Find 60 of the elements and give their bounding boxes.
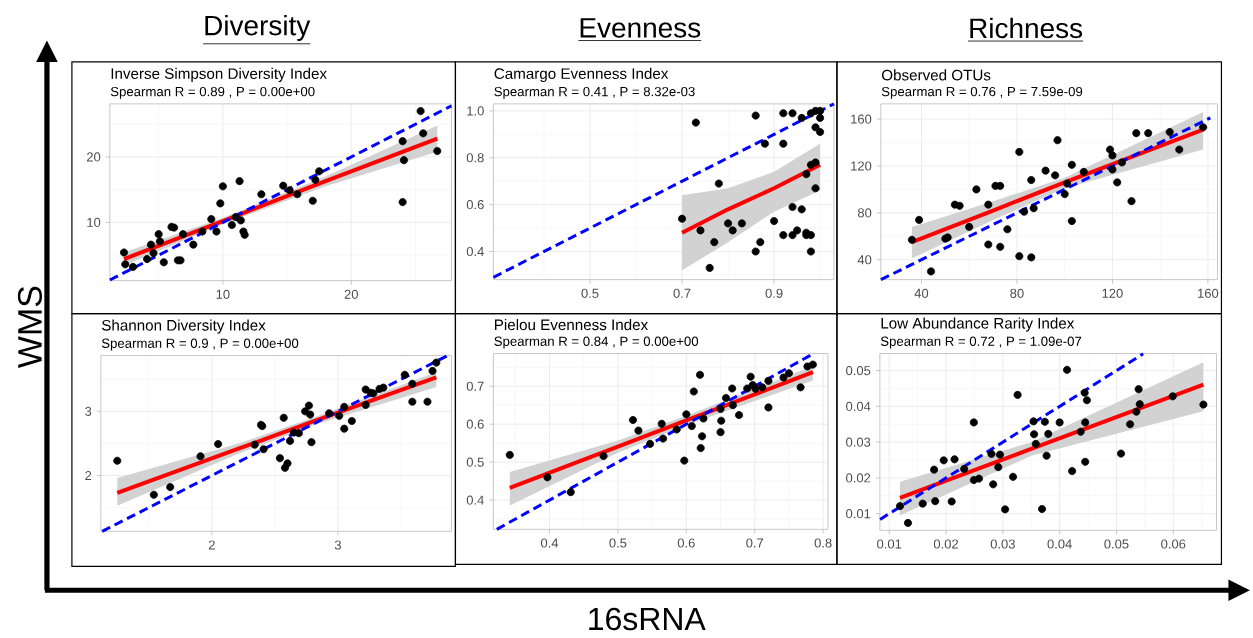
text: Richness (970, 17, 1083, 39)
y-tick-label: 120 (851, 161, 872, 171)
chart-subtitle: Spearman R = 0.72 , P = 1.09e-07 (880, 336, 1082, 349)
x-tick-label: 80 (1010, 288, 1024, 298)
text: Diversity (205, 14, 311, 41)
chart-title: Observed OTUs (882, 69, 991, 81)
x-tick-label: 40 (914, 288, 929, 298)
x-tick-label: 10 (216, 289, 230, 299)
x-tick-label: 20 (344, 289, 358, 299)
x-tick-label: 0.5 (609, 538, 627, 548)
x-tick-label: 0.6 (677, 538, 695, 548)
y-tick-label: 2 (85, 470, 92, 480)
y-tick-label: 0.04 (846, 401, 871, 411)
x-tick-label: 2 (208, 540, 215, 550)
chart-subtitle: Spearman R = 0.41 , P = 8.32e-03 (494, 86, 695, 99)
x-tick-label: 0.7 (746, 538, 764, 548)
y-axis-title: WMS (17, 286, 42, 368)
y-tick-label: 0.01 (846, 508, 871, 519)
x-axis-title: 16sRNA (589, 607, 706, 631)
chart-subtitle: Spearman R = 0.76 , P = 7.59e-09 (881, 86, 1083, 99)
y-tick-label: 0.6 (466, 419, 484, 429)
x-tick-label: 0.7 (673, 288, 691, 298)
y-tick-label: 3 (85, 406, 92, 416)
x-tick-label: 0.03 (990, 539, 1015, 549)
y-tick-label: 160 (851, 114, 872, 124)
x-tick-label: 120 (1102, 288, 1123, 298)
y-tick-label: 0.7 (466, 381, 484, 391)
chart-subtitle: Spearman R = 0.9 , P = 0.00e+00 (101, 338, 299, 351)
x-tick-label: 0.9 (765, 288, 783, 298)
chart-title: Shannon Diversity Index (101, 319, 266, 334)
y-tick-label: 80 (857, 208, 872, 218)
x-tick-label: 0.5 (581, 288, 599, 298)
y-tick-label: 0.03 (846, 437, 871, 447)
x-tick-label: 0.01 (877, 539, 902, 549)
y-tick-label: 1.0 (467, 106, 484, 116)
x-tick-label: 0.4 (540, 538, 559, 548)
x-tick-label: 160 (1198, 288, 1219, 298)
y-tick-label: 0.5 (466, 457, 484, 467)
x-tick-label: 0.05 (1104, 539, 1129, 549)
y-tick-label: 20 (87, 152, 101, 162)
y-tick-label: 0.05 (846, 365, 871, 376)
y-tick-label: 40 (857, 255, 872, 265)
y-tick-label: 0.4 (466, 495, 484, 505)
chart-subtitle: Spearman R = 0.89 , P = 0.00e+00 (110, 86, 315, 99)
x-tick-label: 3 (334, 540, 341, 550)
x-tick-label: 0.06 (1161, 539, 1186, 549)
y-tick-label: 10 (87, 217, 101, 227)
y-tick-label: 0.02 (846, 473, 871, 483)
chart-title: Inverse Simpson Diversity Index (111, 67, 327, 82)
x-tick-label: 0.04 (1047, 539, 1072, 549)
y-tick-label: 0.4 (466, 246, 484, 257)
chart-title: Low Abundance Rarity Index (881, 317, 1075, 332)
y-tick-label: 0.8 (466, 153, 484, 163)
x-tick-label: 0.8 (814, 538, 832, 548)
x-tick-label: 0.02 (933, 539, 958, 549)
text: Evenness (580, 18, 701, 38)
chart-title: Pielou Evenness Index (495, 318, 649, 331)
chart-title: Camargo Evenness Index (494, 67, 669, 82)
chart-subtitle: Spearman R = 0.84 , P = 0.00e+00 (494, 336, 699, 349)
y-tick-label: 0.6 (466, 199, 484, 210)
